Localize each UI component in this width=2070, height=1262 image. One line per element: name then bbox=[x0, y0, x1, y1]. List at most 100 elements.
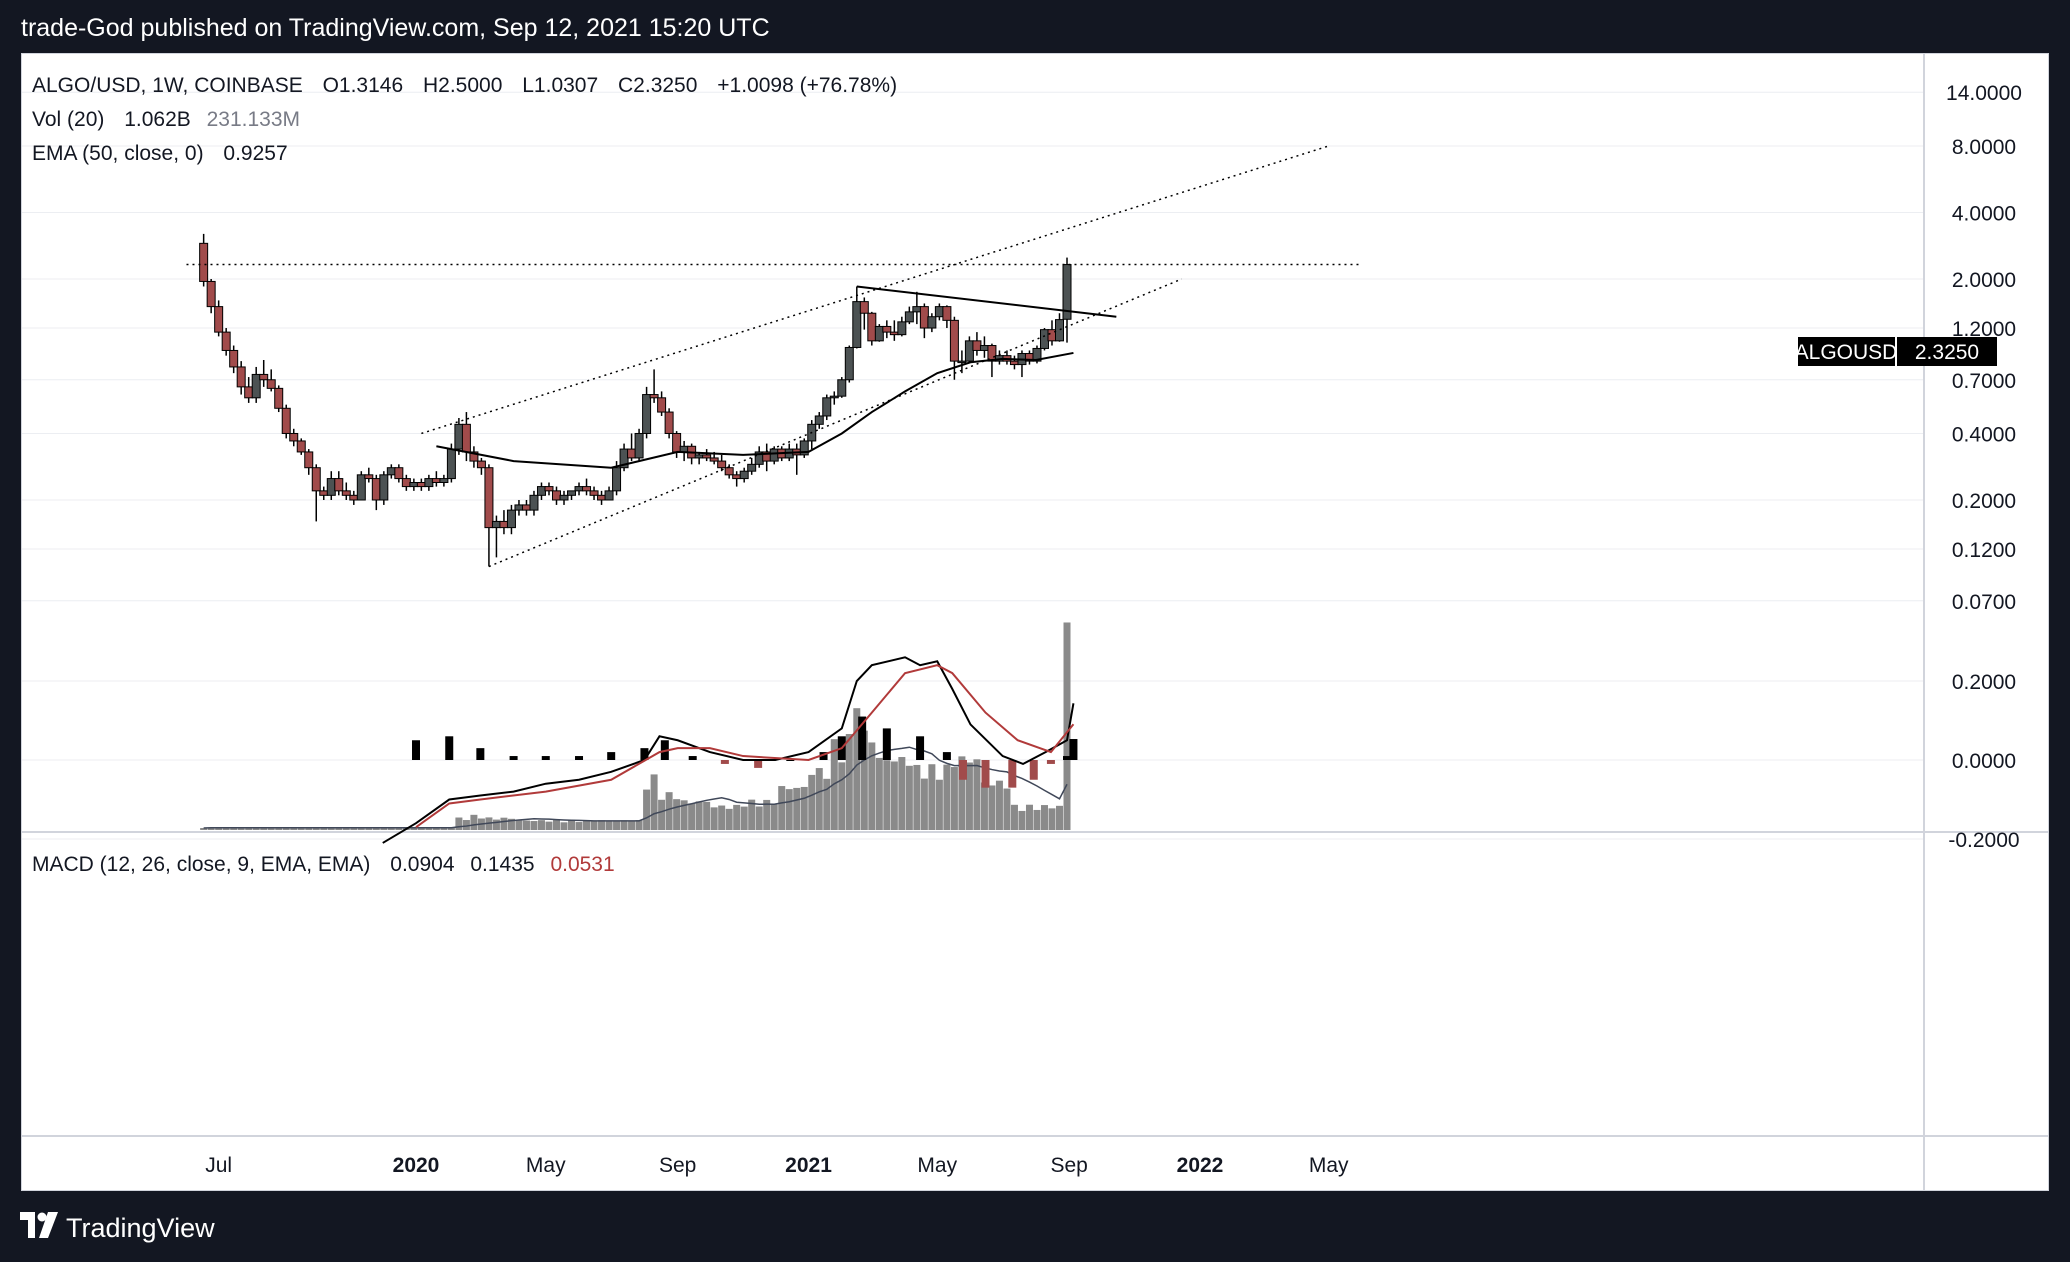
candle-body bbox=[236, 366, 246, 388]
volume-bar bbox=[650, 774, 658, 830]
upper-channel-line bbox=[421, 145, 1329, 435]
candle-body bbox=[882, 325, 892, 333]
volume-bar bbox=[568, 819, 576, 830]
volume-bar bbox=[658, 799, 666, 830]
legend-symbol: ALGO/USD, 1W, COINBASE bbox=[32, 74, 303, 97]
price-tag-symbol: ALGOUSD bbox=[1795, 341, 1898, 364]
candle-body bbox=[942, 306, 952, 321]
volume-bar bbox=[785, 789, 793, 830]
macd-histogram-bar bbox=[958, 760, 967, 780]
candle-body bbox=[829, 395, 839, 399]
macd-histogram-bar bbox=[882, 728, 891, 760]
volume-bar bbox=[395, 827, 403, 830]
volume-bar bbox=[1048, 808, 1056, 830]
candle-body bbox=[814, 415, 824, 425]
candle-body bbox=[439, 478, 449, 484]
tradingview-brand[interactable]: TradingView bbox=[66, 1213, 215, 1243]
tradingview-logo-icon[interactable] bbox=[20, 1212, 60, 1245]
volume-bar bbox=[545, 821, 553, 830]
chart-svg[interactable]: 24.000014.00008.00004.00002.00001.20000.… bbox=[22, 31, 2048, 1190]
volume-bar bbox=[883, 760, 891, 830]
candle-body bbox=[964, 340, 974, 362]
candle-body bbox=[934, 306, 944, 318]
volume-bar bbox=[913, 764, 921, 830]
volume-bar bbox=[590, 821, 598, 830]
candle-body bbox=[649, 394, 659, 399]
candle-body bbox=[326, 478, 336, 496]
publish-header: trade-God published on TradingView.com, … bbox=[0, 0, 2070, 56]
volume-bar bbox=[763, 799, 771, 830]
candle-body bbox=[364, 474, 374, 480]
legend-line-3: EMA (50, close, 0) 0.9257 bbox=[32, 142, 288, 165]
macd-histogram-bar bbox=[575, 756, 584, 760]
candle-body bbox=[559, 494, 569, 501]
volume-bar bbox=[680, 800, 688, 830]
price-tick-label: 14.0000 bbox=[1946, 82, 2022, 105]
candle-body bbox=[634, 432, 644, 459]
volume-bar bbox=[260, 827, 268, 830]
candle-body bbox=[589, 490, 599, 496]
volume-bar bbox=[410, 827, 418, 830]
candle-body bbox=[416, 482, 426, 488]
volume-bar bbox=[492, 819, 500, 830]
legend-macd-value: 0.0904 bbox=[390, 853, 455, 876]
legend-macd: MACD (12, 26, close, 9, EMA, EMA) 0.0904… bbox=[32, 853, 615, 876]
volume-bar bbox=[755, 806, 763, 830]
time-tick-label: May bbox=[917, 1154, 957, 1177]
volume-bar bbox=[838, 762, 846, 830]
volume-bar bbox=[282, 828, 290, 830]
volume-bar bbox=[207, 827, 215, 830]
candle-body bbox=[732, 474, 742, 480]
chart-frame[interactable]: 24.000014.00008.00004.00002.00001.20000.… bbox=[21, 31, 2049, 1191]
candle-body bbox=[296, 440, 306, 453]
candle-body bbox=[544, 486, 554, 492]
macd-histogram-bar bbox=[476, 748, 485, 760]
volume-bar bbox=[342, 827, 350, 830]
legend-high: H2.5000 bbox=[423, 74, 502, 97]
volume-bar bbox=[1033, 809, 1041, 830]
candle-body bbox=[529, 494, 539, 511]
macd-layer bbox=[382, 656, 1078, 844]
volume-bar bbox=[312, 827, 320, 830]
volume-bar bbox=[237, 827, 245, 830]
volume-bar bbox=[628, 821, 636, 830]
macd-histogram-bar bbox=[412, 740, 420, 760]
candles-layer bbox=[199, 233, 1072, 567]
price-tag: ALGOUSD 2.3250 bbox=[1795, 337, 1997, 366]
volume-bar bbox=[1056, 805, 1064, 830]
volume-bar bbox=[980, 782, 988, 830]
volume-bar bbox=[440, 827, 448, 830]
candle-body bbox=[987, 345, 997, 362]
volume-bar bbox=[635, 820, 643, 830]
candle-body bbox=[274, 387, 284, 409]
macd-histogram-bar bbox=[688, 756, 697, 760]
volume-bar bbox=[890, 761, 898, 830]
candle-body bbox=[694, 454, 704, 459]
candle-body bbox=[319, 490, 329, 496]
volume-bar bbox=[770, 804, 778, 830]
candle-body bbox=[867, 312, 877, 342]
candle-body bbox=[499, 520, 509, 529]
time-tick-label: May bbox=[1309, 1154, 1349, 1177]
volume-bar bbox=[673, 799, 681, 830]
candle-body bbox=[822, 397, 832, 417]
candle-body bbox=[514, 504, 524, 511]
volume-bar bbox=[380, 828, 388, 830]
candle-body bbox=[206, 280, 216, 308]
candle-body bbox=[229, 349, 239, 368]
volume-bar bbox=[943, 764, 951, 830]
volume-bar bbox=[898, 757, 906, 830]
candle-body bbox=[259, 373, 269, 381]
candle-body bbox=[979, 345, 989, 351]
candle-body bbox=[627, 448, 637, 459]
legend-macd-signal: 0.1435 bbox=[470, 853, 534, 876]
drawing-layer[interactable] bbox=[186, 145, 1362, 568]
candle-body bbox=[657, 397, 667, 413]
candle-body bbox=[574, 486, 584, 492]
volume-bar bbox=[552, 819, 560, 830]
candle-body bbox=[664, 411, 674, 434]
candle-body bbox=[972, 340, 982, 351]
macd-histogram-bar bbox=[786, 760, 795, 761]
macd-histogram-bar bbox=[981, 760, 990, 788]
legend-macd-hist: 0.0531 bbox=[550, 853, 614, 876]
